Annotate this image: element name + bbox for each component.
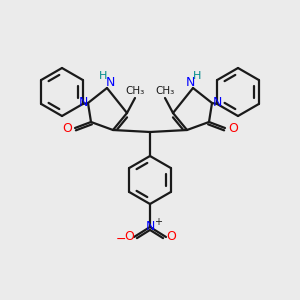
Text: N: N bbox=[185, 76, 195, 88]
Text: N: N bbox=[105, 76, 115, 88]
Text: H: H bbox=[99, 71, 107, 81]
Text: CH₃: CH₃ bbox=[125, 86, 145, 96]
Text: O: O bbox=[124, 230, 134, 244]
Text: −: − bbox=[116, 232, 126, 245]
Text: O: O bbox=[228, 122, 238, 134]
Text: +: + bbox=[154, 217, 162, 227]
Text: H: H bbox=[193, 71, 201, 81]
Text: N: N bbox=[145, 220, 155, 233]
Text: O: O bbox=[166, 230, 176, 244]
Text: O: O bbox=[62, 122, 72, 134]
Text: N: N bbox=[212, 97, 222, 110]
Text: N: N bbox=[78, 97, 88, 110]
Text: CH₃: CH₃ bbox=[155, 86, 175, 96]
